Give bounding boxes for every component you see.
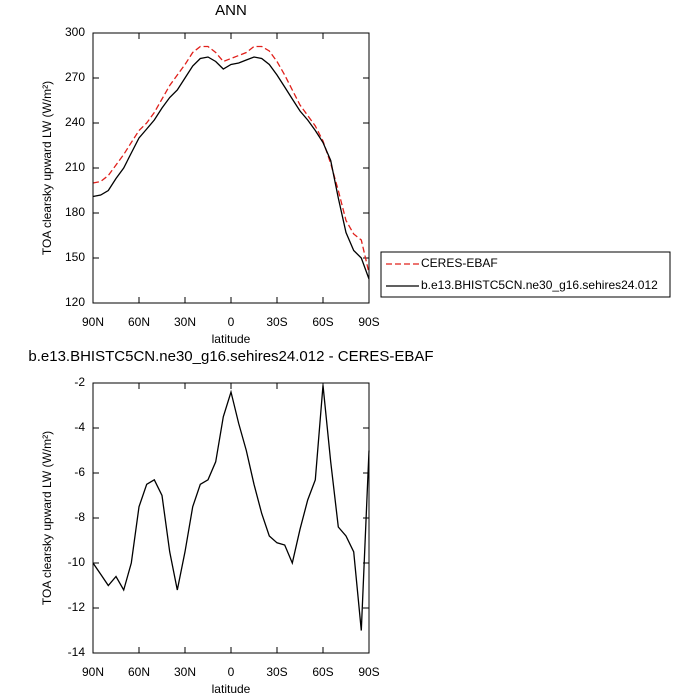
y-tick-label: -2 <box>74 375 85 389</box>
series-line <box>92 56 370 280</box>
chart-title: b.e13.BHISTC5CN.ne30_g16.sehires24.012 -… <box>28 348 433 365</box>
y-tick-label: 150 <box>65 250 85 264</box>
y-axis-label: TOA clearsky upward LW (W/m²) <box>40 81 54 255</box>
y-tick-label: -8 <box>74 510 85 524</box>
legend-label: CERES-EBAF <box>421 256 498 270</box>
y-tick-label: -6 <box>74 465 85 479</box>
x-tick-label: 0 <box>228 315 235 329</box>
y-tick-label: 180 <box>65 205 85 219</box>
x-tick-label: 0 <box>228 665 235 679</box>
x-tick-label: 90S <box>358 665 379 679</box>
x-tick-label: 90N <box>82 315 104 329</box>
x-tick-label: 90S <box>358 315 379 329</box>
legend-label: b.e13.BHISTC5CN.ne30_g16.sehires24.012 <box>421 278 658 292</box>
series-line <box>92 45 370 274</box>
y-tick-label: 120 <box>65 295 85 309</box>
x-axis-label: latitude <box>212 332 251 346</box>
x-tick-label: 60N <box>128 665 150 679</box>
y-tick-label: 270 <box>65 70 85 84</box>
x-axis-label: latitude <box>212 682 251 696</box>
y-axis-label: TOA clearsky upward LW (W/m²) <box>40 431 54 605</box>
y-tick-label: 240 <box>65 115 85 129</box>
x-tick-label: 30N <box>174 315 196 329</box>
x-tick-label: 30N <box>174 665 196 679</box>
chart-title: ANN <box>215 2 247 19</box>
y-tick-label: 210 <box>65 160 85 174</box>
x-tick-label: 60N <box>128 315 150 329</box>
plot-frame <box>92 382 370 654</box>
y-tick-label: 300 <box>65 25 85 39</box>
x-tick-label: 60S <box>312 665 333 679</box>
legend-box <box>380 251 671 298</box>
plot-frame <box>92 32 370 304</box>
x-tick-label: 30S <box>266 665 287 679</box>
y-tick-label: -12 <box>68 600 86 614</box>
x-tick-label: 60S <box>312 315 333 329</box>
y-tick-label: -4 <box>74 420 85 434</box>
y-tick-label: -14 <box>68 645 86 659</box>
y-tick-label: -10 <box>68 555 86 569</box>
x-tick-label: 90N <box>82 665 104 679</box>
series-line <box>92 385 370 631</box>
x-tick-label: 30S <box>266 315 287 329</box>
